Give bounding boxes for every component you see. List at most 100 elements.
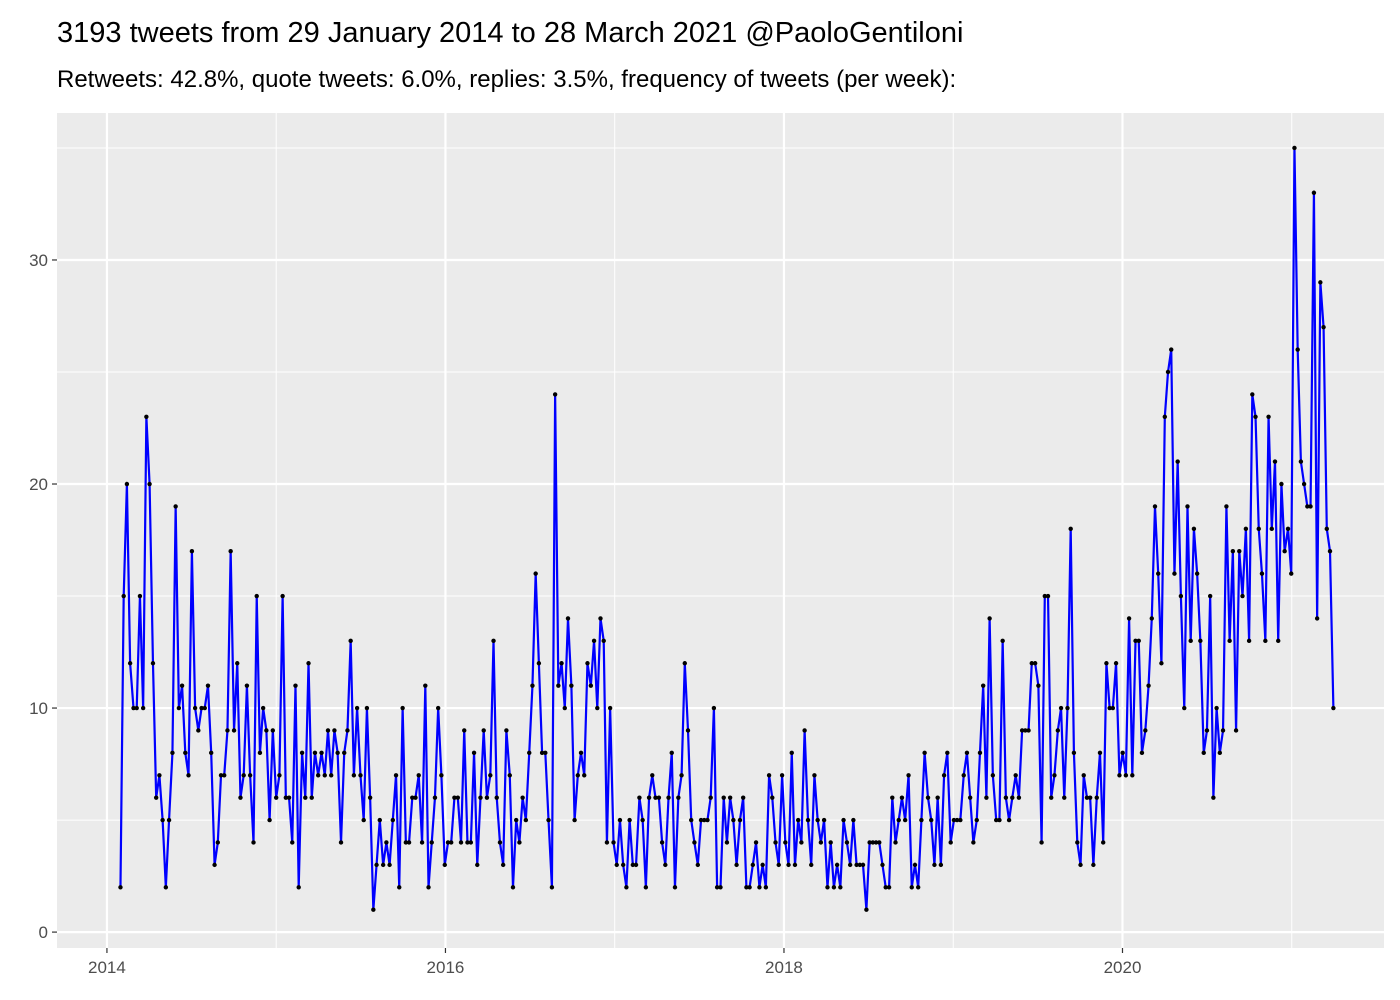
data-point — [1117, 773, 1122, 778]
data-point — [390, 817, 396, 823]
data-point — [1185, 504, 1190, 509]
data-point — [1036, 683, 1041, 688]
data-point — [150, 661, 156, 666]
data-point — [666, 795, 671, 800]
data-point — [1318, 280, 1323, 285]
plot-panel — [57, 113, 1384, 948]
data-point — [731, 817, 736, 823]
data-point — [322, 773, 327, 778]
data-point — [565, 616, 571, 621]
data-point — [491, 638, 496, 644]
data-point — [374, 862, 379, 868]
data-point — [569, 683, 574, 688]
data-point — [173, 504, 178, 509]
data-point — [828, 840, 833, 845]
data-point — [1087, 795, 1093, 800]
data-point — [757, 885, 762, 890]
data-point — [1194, 571, 1200, 576]
data-point — [351, 773, 357, 778]
data-point — [1133, 638, 1138, 644]
data-point — [870, 840, 876, 845]
data-point — [919, 817, 924, 823]
data-point — [562, 705, 567, 711]
data-point — [147, 481, 152, 487]
data-point — [633, 862, 639, 868]
data-point — [429, 840, 434, 845]
data-point — [546, 817, 551, 823]
data-point — [714, 885, 720, 890]
y-tick-label: 30 — [29, 251, 48, 270]
data-point — [400, 705, 405, 711]
data-point — [669, 750, 674, 756]
data-point — [650, 773, 655, 778]
data-point — [744, 885, 749, 890]
data-point — [818, 840, 824, 845]
data-point — [1165, 369, 1171, 375]
data-point — [954, 817, 960, 823]
data-point — [157, 773, 162, 778]
y-tick-label: 0 — [39, 923, 48, 942]
data-point — [637, 795, 642, 800]
data-point — [1062, 795, 1067, 800]
data-point — [419, 840, 425, 845]
data-point — [397, 885, 402, 890]
data-point — [238, 795, 243, 800]
data-point — [348, 638, 353, 644]
data-point — [617, 817, 623, 823]
data-point — [776, 862, 781, 868]
data-point — [831, 885, 837, 890]
data-point — [773, 840, 778, 845]
data-point — [1143, 728, 1148, 733]
data-point — [990, 773, 996, 778]
data-point — [977, 750, 983, 756]
data-point — [371, 907, 376, 912]
data-point — [786, 862, 791, 868]
data-point — [325, 728, 331, 733]
data-point — [286, 795, 292, 800]
data-point — [1233, 728, 1239, 733]
data-point — [964, 750, 970, 756]
data-point — [536, 661, 542, 666]
data-point — [896, 817, 901, 823]
data-point — [1227, 638, 1232, 644]
data-point — [202, 705, 207, 711]
data-point — [345, 728, 350, 733]
data-point — [179, 683, 185, 688]
data-point — [367, 795, 373, 800]
data-point — [588, 683, 594, 688]
data-point — [867, 840, 872, 845]
data-point — [364, 705, 370, 711]
data-point — [1305, 504, 1310, 509]
data-point — [799, 840, 804, 845]
data-point — [455, 795, 461, 800]
data-point — [611, 840, 616, 845]
data-point — [909, 885, 914, 890]
data-point — [620, 862, 626, 868]
data-point — [1006, 817, 1012, 823]
data-point — [627, 817, 632, 823]
data-point — [1292, 145, 1297, 151]
data-point — [705, 817, 710, 823]
data-point — [517, 840, 522, 845]
data-point — [264, 728, 269, 733]
data-point — [1003, 795, 1009, 800]
data-point — [1078, 862, 1083, 868]
data-point — [1182, 705, 1187, 711]
data-point — [225, 728, 230, 733]
data-point — [1091, 862, 1096, 868]
data-point — [137, 593, 143, 599]
data-point — [698, 817, 704, 823]
data-point — [231, 728, 237, 733]
data-point — [607, 705, 613, 711]
chart-subtitle: Retweets: 42.8%, quote tweets: 6.0%, rep… — [57, 66, 956, 93]
data-point — [1110, 705, 1116, 711]
data-point — [1211, 795, 1216, 800]
data-point — [527, 750, 532, 756]
data-point — [475, 862, 480, 868]
data-point — [1123, 773, 1129, 778]
data-point — [468, 840, 474, 845]
data-point — [1126, 616, 1132, 621]
data-point — [1224, 504, 1229, 509]
data-point — [299, 750, 305, 756]
data-point — [653, 795, 658, 800]
